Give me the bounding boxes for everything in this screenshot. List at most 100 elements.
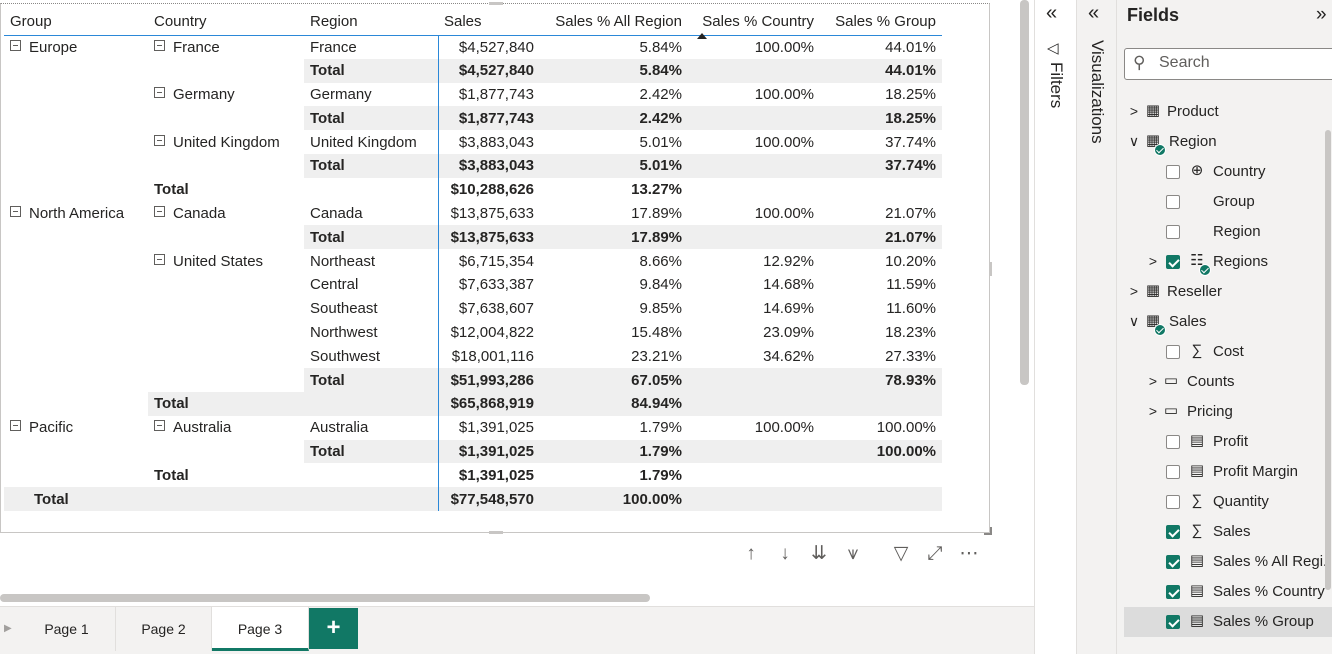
collapse-row-icon[interactable]: [10, 420, 21, 432]
field-checkbox[interactable]: [1166, 225, 1180, 239]
collapse-row-icon[interactable]: [154, 39, 165, 51]
focus-mode-icon[interactable]: ⤢: [927, 543, 943, 564]
header-region[interactable]: Region: [304, 9, 438, 36]
cell-text: Total: [154, 181, 189, 199]
field-checkbox[interactable]: [1166, 555, 1180, 569]
cell-pct-country: [688, 178, 820, 202]
resize-handle-top[interactable]: [489, 2, 503, 5]
header-sales-pct-country[interactable]: Sales % Country: [688, 9, 820, 36]
double-arrow-down-icon[interactable]: ⇊: [811, 543, 827, 564]
chevron-right-icon[interactable]: >: [1148, 253, 1158, 269]
cell-pct-group: 37.74%: [820, 130, 942, 154]
field-checkbox[interactable]: [1166, 495, 1180, 509]
field-label: Profit Margin: [1213, 463, 1299, 480]
filter-icon[interactable]: ▽: [893, 543, 909, 564]
page-tab-2[interactable]: Page 2: [116, 607, 212, 651]
field-item-profit-margin[interactable]: ▤ Profit Margin: [1117, 457, 1329, 487]
collapse-row-icon[interactable]: [10, 205, 21, 217]
field-item-sales-country[interactable]: ▤ Sales % Country: [1117, 577, 1329, 607]
header-sales-pct-all-region[interactable]: Sales % All Region: [540, 9, 688, 36]
field-item-regions[interactable]: > ☷ Regions: [1117, 247, 1329, 277]
horizontal-scrollbar[interactable]: [0, 594, 650, 602]
header-country[interactable]: Country: [148, 9, 304, 36]
chevron-down-icon[interactable]: ∨: [1128, 133, 1140, 149]
collapse-row-icon[interactable]: [154, 253, 165, 265]
field-item-cost[interactable]: ∑ Cost: [1117, 337, 1329, 367]
collapse-row-icon[interactable]: [154, 134, 165, 146]
chevron-right-icon[interactable]: >: [1148, 373, 1158, 389]
cell-text: $1,391,025: [458, 442, 534, 460]
resize-handle-corner[interactable]: [984, 527, 992, 535]
field-item-product[interactable]: > ▦ Product: [1117, 97, 1329, 127]
collapse-row-icon[interactable]: [10, 39, 21, 51]
visualizations-pane-collapsed[interactable]: « Visualizations: [1076, 0, 1116, 654]
chevron-right-icon[interactable]: >: [1148, 403, 1158, 419]
field-checkbox[interactable]: [1166, 585, 1180, 599]
collapse-row-icon[interactable]: [154, 86, 165, 98]
cell-pct-all: 5.01%: [540, 153, 688, 178]
fields-scrollbar[interactable]: [1325, 130, 1331, 590]
field-item-counts[interactable]: > ▭ Counts: [1117, 367, 1329, 397]
field-item-pricing[interactable]: > ▭ Pricing: [1117, 397, 1329, 427]
field-checkbox[interactable]: [1166, 525, 1180, 539]
arrow-up-icon[interactable]: ↑: [746, 543, 756, 564]
vertical-scrollbar[interactable]: [1020, 0, 1029, 385]
expand-visualizations-icon[interactable]: «: [1088, 2, 1100, 24]
cell-pct-all: 1.79%: [540, 416, 688, 440]
cell-country: [148, 368, 304, 392]
cell-group: North America: [4, 202, 148, 226]
field-item-region[interactable]: ∨ ▦ Region: [1117, 127, 1329, 157]
field-item-profit[interactable]: ▤ Profit: [1117, 427, 1329, 457]
collapse-fields-icon[interactable]: »: [1316, 4, 1327, 25]
scroll-tabs-left-icon[interactable]: ▶: [4, 623, 12, 634]
field-item-sales-group[interactable]: ▤ Sales % Group: [1124, 607, 1332, 637]
field-item-region[interactable]: Region: [1117, 217, 1329, 247]
cell-text: 8.66%: [639, 252, 682, 270]
matrix-visual[interactable]: [0, 2, 992, 535]
field-checkbox[interactable]: [1166, 165, 1180, 179]
cell-country: [148, 297, 304, 321]
fields-search-input[interactable]: [1159, 54, 1329, 72]
field-item-reseller[interactable]: > ▦ Reseller: [1117, 277, 1329, 307]
field-checkbox[interactable]: [1166, 615, 1180, 629]
field-item-sales[interactable]: ∑ Sales: [1117, 517, 1329, 547]
collapse-row-icon[interactable]: [154, 420, 165, 432]
cell-pct-country: [688, 368, 820, 392]
page-tab-3[interactable]: Page 3: [212, 607, 309, 651]
field-item-group[interactable]: Group: [1117, 187, 1329, 217]
filters-pane-collapsed[interactable]: « ▽ Filters: [1034, 0, 1076, 654]
field-item-quantity[interactable]: ∑ Quantity: [1117, 487, 1329, 517]
cell-region: [304, 463, 438, 487]
cell-text: Total: [310, 157, 345, 175]
cell-text: $18,001,116: [451, 347, 534, 365]
chevron-down-icon[interactable]: ∨: [1128, 313, 1140, 329]
header-sales[interactable]: Sales: [438, 9, 540, 36]
field-checkbox[interactable]: [1166, 345, 1180, 359]
cell-pct-all: 1.79%: [540, 439, 688, 464]
field-item-sales-all-regi[interactable]: ▤ Sales % All Regi...: [1117, 547, 1332, 577]
chevron-right-icon[interactable]: >: [1129, 103, 1139, 119]
field-checkbox[interactable]: [1166, 255, 1180, 269]
arrow-down-icon[interactable]: ↓: [780, 543, 790, 564]
collapse-row-icon[interactable]: [154, 205, 165, 217]
expand-hierarchy-icon[interactable]: ⩛: [847, 543, 859, 564]
chevron-right-icon[interactable]: >: [1129, 283, 1139, 299]
cell-pct-country: 14.68%: [688, 273, 820, 297]
header-sales-pct-group[interactable]: Sales % Group: [820, 9, 942, 36]
field-item-sales[interactable]: ∨ ▦ Sales: [1117, 307, 1329, 337]
cell-text: 21.07%: [885, 228, 936, 246]
field-checkbox[interactable]: [1166, 195, 1180, 209]
resize-handle-bottom[interactable]: [489, 531, 503, 534]
table-icon: ▦: [1145, 102, 1161, 119]
field-checkbox[interactable]: [1166, 435, 1180, 449]
resize-handle-right[interactable]: [989, 262, 992, 276]
field-item-country[interactable]: ⊕ Country: [1117, 157, 1329, 187]
header-group[interactable]: Group: [4, 9, 148, 36]
expand-filters-icon[interactable]: «: [1046, 2, 1058, 24]
more-options-icon[interactable]: ⋯: [959, 543, 979, 564]
resize-handle-left[interactable]: [0, 262, 1, 276]
add-page-button[interactable]: +: [309, 608, 358, 649]
field-checkbox[interactable]: [1166, 465, 1180, 479]
fields-search-box[interactable]: ⚲: [1124, 48, 1332, 80]
page-tab-1[interactable]: Page 1: [18, 607, 116, 651]
